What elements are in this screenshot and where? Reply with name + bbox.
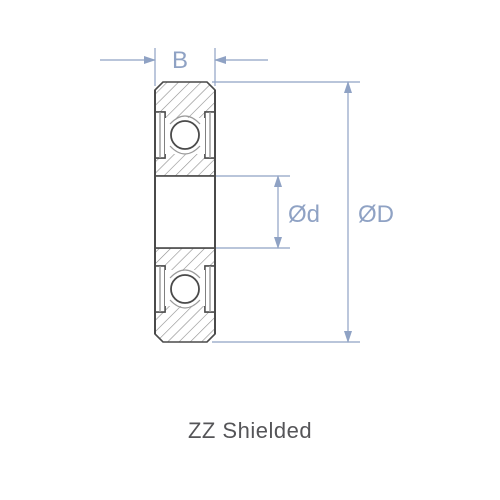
ball-bottom — [171, 275, 199, 303]
dimension-outer-diameter — [212, 82, 360, 342]
diagram-canvas: B ØD Ød — [0, 0, 500, 500]
shield-bottom-left — [155, 266, 165, 312]
bearing-section — [155, 82, 215, 342]
label-B: B — [172, 47, 188, 74]
ball-top — [171, 121, 199, 149]
shield-top-right — [205, 112, 215, 158]
shield-top-left — [155, 112, 165, 158]
caption: ZZ Shielded — [0, 418, 500, 444]
dimension-inner-diameter — [212, 176, 290, 248]
bore — [155, 176, 215, 248]
label-outer-diameter: ØD — [358, 201, 394, 228]
label-inner-diameter: Ød — [288, 201, 320, 228]
shield-bottom-right — [205, 266, 215, 312]
